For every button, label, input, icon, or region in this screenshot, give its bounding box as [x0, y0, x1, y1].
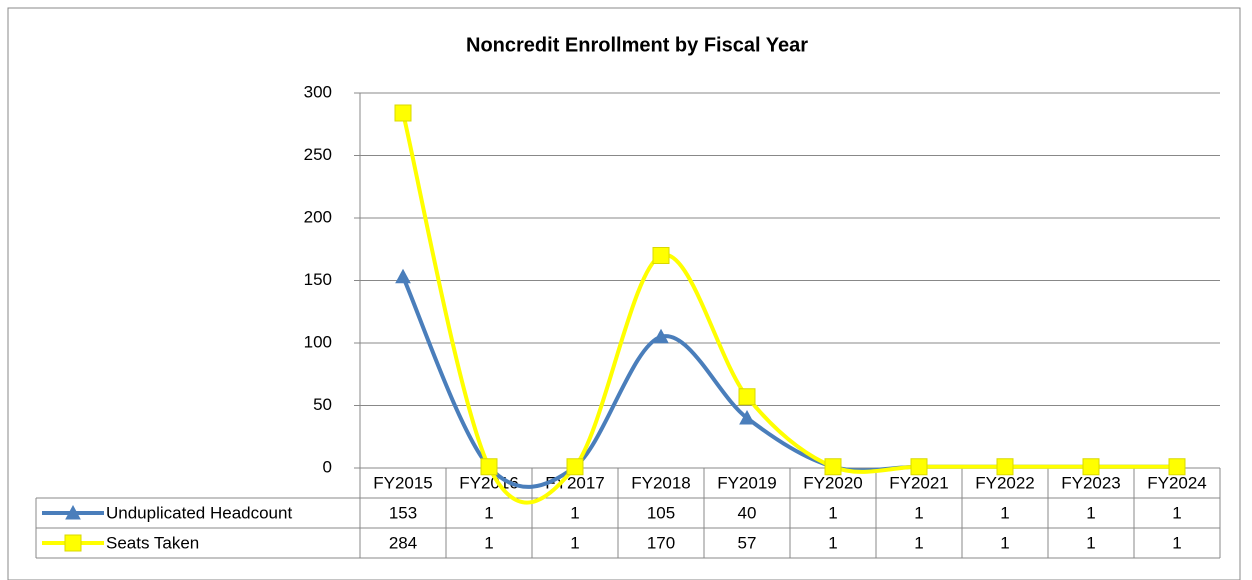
y-tick-label: 0: [323, 457, 332, 476]
marker: [566, 458, 584, 476]
marker: [1168, 458, 1186, 476]
marker: [824, 458, 842, 476]
x-tick-label: FY2022: [975, 473, 1035, 492]
marker: [996, 458, 1014, 476]
marker: [395, 268, 411, 284]
table-value: 1: [1086, 533, 1095, 552]
marker: [910, 458, 928, 476]
marker: [652, 247, 670, 264]
marker: [1082, 458, 1100, 476]
legend-label: Seats Taken: [106, 533, 199, 552]
table-value: 1: [828, 503, 837, 522]
table-value: 1: [570, 533, 579, 552]
marker: [394, 104, 412, 122]
table-value: 1: [1000, 503, 1009, 522]
y-tick-label: 100: [304, 332, 332, 351]
y-tick-label: 150: [304, 270, 332, 289]
table-value: 1: [1086, 503, 1095, 522]
y-tick-label: 300: [304, 82, 332, 101]
table-value: 1: [484, 533, 493, 552]
table-value: 1: [914, 533, 923, 552]
y-tick-label: 250: [304, 145, 332, 164]
table-value: 1: [1172, 503, 1181, 522]
chart-border: [7, 7, 1241, 580]
table-value: 1: [914, 503, 923, 522]
chart-title: Noncredit Enrollment by Fiscal Year: [466, 34, 808, 56]
y-tick-label: 200: [304, 207, 332, 226]
table-value: 105: [647, 503, 675, 522]
table-value: 1: [570, 503, 579, 522]
marker: [653, 328, 669, 344]
x-tick-label: FY2024: [1147, 473, 1207, 492]
legend-label: Unduplicated Headcount: [106, 503, 292, 522]
table-value: 1: [1172, 533, 1181, 552]
table-value: 284: [389, 533, 417, 552]
table-value: 57: [738, 533, 757, 552]
x-tick-label: FY2015: [373, 473, 433, 492]
marker: [480, 458, 498, 476]
marker: [64, 534, 82, 552]
table-value: 1: [828, 533, 837, 552]
marker: [739, 409, 755, 425]
table-value: 40: [738, 503, 757, 522]
x-tick-label: FY2020: [803, 473, 863, 492]
x-tick-label: FY2021: [889, 473, 949, 492]
table-value: 1: [1000, 533, 1009, 552]
x-tick-label: FY2023: [1061, 473, 1121, 492]
table-value: 153: [389, 503, 417, 522]
x-tick-label: FY2018: [631, 473, 691, 492]
y-tick-label: 50: [313, 395, 332, 414]
table-value: 170: [647, 533, 675, 552]
x-tick-label: FY2019: [717, 473, 777, 492]
table-value: 1: [484, 503, 493, 522]
marker: [738, 388, 756, 406]
marker: [65, 504, 81, 520]
